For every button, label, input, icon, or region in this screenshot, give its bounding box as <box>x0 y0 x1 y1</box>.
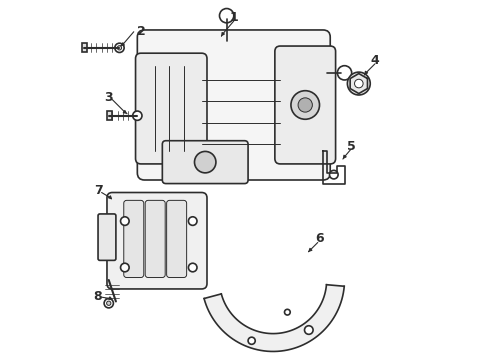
Circle shape <box>346 72 369 95</box>
Text: 7: 7 <box>94 184 102 197</box>
FancyBboxPatch shape <box>98 214 116 260</box>
Circle shape <box>354 79 363 88</box>
Polygon shape <box>203 285 344 351</box>
Circle shape <box>117 46 122 50</box>
FancyBboxPatch shape <box>107 111 112 120</box>
Text: 4: 4 <box>370 54 379 67</box>
Circle shape <box>106 301 111 305</box>
FancyBboxPatch shape <box>274 46 335 164</box>
Circle shape <box>329 170 337 179</box>
Text: 2: 2 <box>136 25 145 38</box>
Circle shape <box>284 309 290 315</box>
Circle shape <box>104 298 113 308</box>
Circle shape <box>132 111 142 120</box>
FancyBboxPatch shape <box>145 201 165 278</box>
FancyBboxPatch shape <box>137 30 329 180</box>
Circle shape <box>337 66 351 80</box>
Circle shape <box>188 217 197 225</box>
FancyBboxPatch shape <box>82 43 87 53</box>
Text: 3: 3 <box>104 91 113 104</box>
Circle shape <box>247 337 255 344</box>
Circle shape <box>290 91 319 119</box>
Circle shape <box>298 98 312 112</box>
FancyBboxPatch shape <box>166 201 186 278</box>
FancyBboxPatch shape <box>123 201 143 278</box>
Text: 6: 6 <box>315 233 323 246</box>
FancyBboxPatch shape <box>135 53 206 164</box>
Circle shape <box>304 326 312 334</box>
Circle shape <box>121 263 129 272</box>
Circle shape <box>188 263 197 272</box>
Circle shape <box>121 217 129 225</box>
Text: 1: 1 <box>229 11 238 24</box>
FancyBboxPatch shape <box>107 193 206 289</box>
Text: 5: 5 <box>346 140 355 153</box>
Circle shape <box>219 9 233 23</box>
Circle shape <box>194 152 216 173</box>
Circle shape <box>115 43 124 53</box>
FancyBboxPatch shape <box>162 141 247 184</box>
Text: 8: 8 <box>94 289 102 303</box>
